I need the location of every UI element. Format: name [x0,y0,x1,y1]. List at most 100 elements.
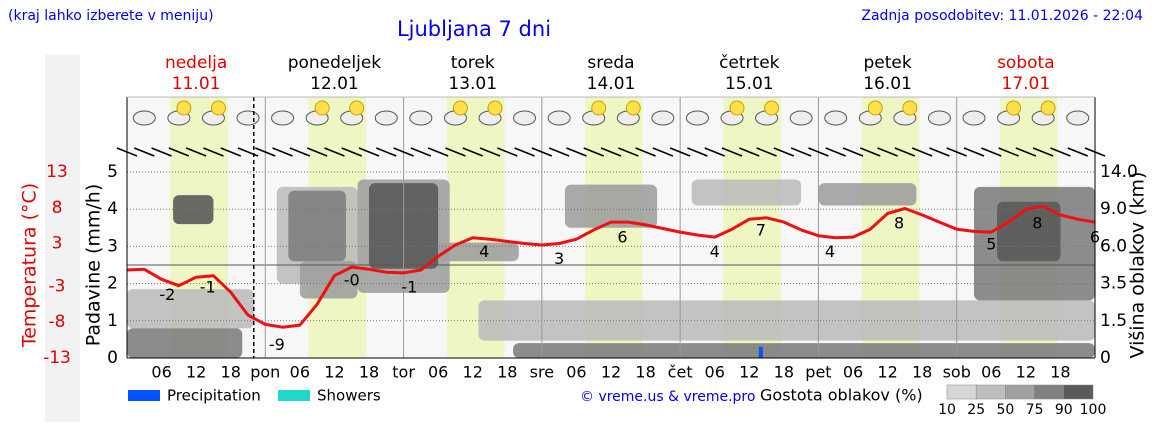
weather-icon [729,100,745,116]
credit: © vreme.us & vreme.pro [580,389,755,405]
x-tick-label: 18 [359,363,379,382]
weather-icon [349,100,365,116]
x-tick-label: 06 [566,363,586,382]
weather-icon [314,100,330,116]
x-tick-label: 12 [463,363,483,382]
y2-tick-label: 1.5 [1100,311,1127,331]
y-tick-label: 4 [107,199,118,219]
cloud-patch [513,343,1095,358]
wind-barb [946,147,967,157]
x-tick-label: pon [250,363,280,382]
y-tick-label: 5 [107,162,118,182]
temperature-tick-label: -8 [49,312,66,332]
day-date: 17.01 [1002,74,1051,94]
density-label: 50 [996,402,1014,418]
temperature-label: 5 [986,235,996,254]
weather-icon [962,110,986,126]
x-tick-label: 06 [981,363,1001,382]
wind-barb [289,147,311,157]
density-swatch [1063,384,1094,400]
day-name: sreda [587,53,634,73]
x-tick-label: 18 [774,363,794,382]
wind-barb [1015,147,1037,157]
wind-barb [929,147,950,157]
wind-barb [531,147,553,157]
wind-barb [998,147,1019,157]
cloud-legend-title: Gostota oblakov (%) [760,386,923,405]
wind-barb [1032,147,1054,157]
weather-icon [132,110,156,126]
wind-barb [911,147,933,157]
temperature-label: 8 [894,213,904,232]
day-name: petek [863,53,911,73]
legend-swatch [278,390,310,401]
wind-barb [514,147,535,157]
cloud-patch [564,184,658,228]
wind-barb [462,147,483,157]
temperature-label: -9 [269,335,285,354]
day-date: 11.01 [172,74,221,94]
temperature-tick-label: 3 [52,234,63,254]
x-tick-label: 12 [186,363,206,382]
weather-icon [902,100,918,116]
temperature-label: 4 [479,242,489,261]
weather-icon [271,110,295,126]
wind-barb [341,147,362,157]
wind-barb [963,147,985,157]
x-tick-label: sre [530,363,554,382]
weather-icon [176,100,192,116]
x-tick-label: 06 [151,363,171,382]
cloud-patch [478,300,1095,341]
chart-title: Ljubljana 7 dni [397,17,551,41]
wind-barb [1050,147,1071,157]
day-date: 15.01 [725,74,774,94]
y-tick-label: 2 [107,274,118,294]
wind-barb [255,147,276,157]
x-tick-label: 12 [739,363,759,382]
temperature-label: -0 [344,271,360,290]
y2-tick-label: 0 [1100,348,1111,368]
wind-barb [185,147,207,157]
temperature-label: 6 [617,228,627,247]
temperature-tick-label: -3 [49,276,66,296]
wind-barb [704,147,725,157]
day-name: nedelja [165,53,227,73]
wind-barb [618,147,639,157]
cloud-patch [818,183,917,206]
density-label: 10 [938,402,956,418]
temperature-label: 4 [710,242,720,261]
wind-barb [548,147,570,157]
temperature-label: -1 [200,278,216,297]
day-name: ponedeljek [288,53,382,73]
x-tick-label: 12 [601,363,621,382]
density-label: 25 [967,402,985,418]
wind-barb [203,147,224,157]
x-tick-label: sob [943,363,971,382]
temperature-tick-label: 8 [52,198,63,218]
wind-barb [393,147,414,157]
wind-barb [808,147,829,157]
x-tick-label: 18 [1050,363,1070,382]
day-name: sobota [997,53,1055,73]
weather-icon [685,110,709,126]
wind-barb [583,147,604,157]
day-date: 16.01 [863,74,912,94]
wind-barb [652,147,674,157]
wind-barb [427,147,449,157]
wind-barb [324,147,345,157]
x-tick-label: 18 [221,363,241,382]
x-tick-label: 12 [877,363,897,382]
density-swatch [1034,384,1065,400]
wind-barb [151,147,172,157]
weather-icon [625,100,641,116]
weather-icon [452,100,468,116]
wind-barb [790,147,812,157]
wind-barb [358,147,380,157]
wind-barb [721,147,743,157]
cloud-patch [438,242,519,262]
weather-icon [547,110,571,126]
temperature-line [126,204,1096,329]
x-tick-label: 12 [1016,363,1036,382]
